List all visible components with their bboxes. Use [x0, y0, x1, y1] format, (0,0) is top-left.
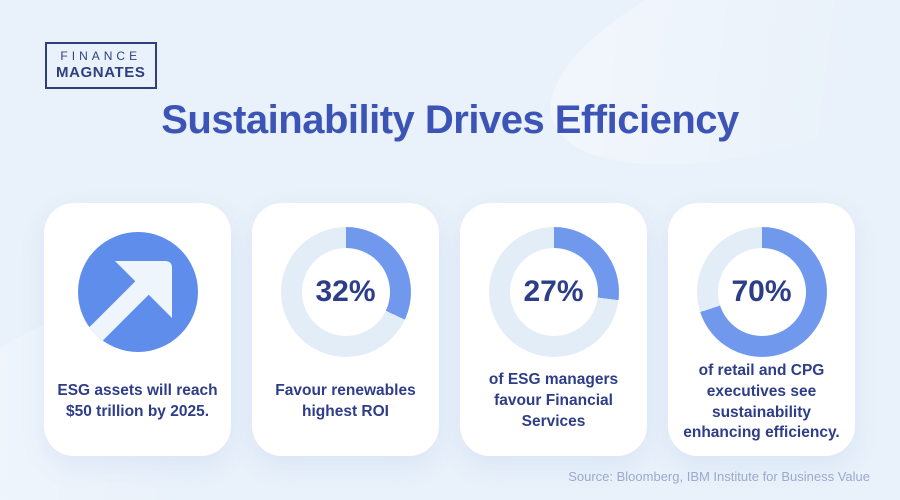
- stat-card-retail-cpg: 70% of retail and CPG executives see sus…: [668, 203, 855, 456]
- card-caption: Favour renewables highest ROI: [275, 381, 416, 420]
- page-title: Sustainability Drives Efficiency: [161, 98, 739, 142]
- finance-magnates-logo: FINANCE MAGNATES: [45, 42, 157, 89]
- donut-percent-label: 32%: [315, 275, 376, 308]
- logo-word-magnates: MAGNATES: [56, 64, 146, 81]
- donut-chart-retail-cpg: 70%: [696, 227, 827, 357]
- trending-up-arrow-icon: [73, 227, 203, 357]
- card-caption: of ESG managers favour Financial Service…: [488, 371, 619, 430]
- logo-word-finance: FINANCE: [60, 49, 142, 63]
- stat-card-renewables-roi: 32% Favour renewables highest ROI: [252, 203, 439, 456]
- source-attribution: Source: Bloomberg, IBM Institute for Bus…: [568, 469, 870, 484]
- stat-card-esg-assets: ESG assets will reach $50 trillion by 20…: [44, 203, 231, 456]
- donut-percent-label: 27%: [523, 275, 584, 308]
- stats-cards: ESG assets will reach $50 trillion by 20…: [44, 203, 855, 456]
- card-caption: ESG assets will reach $50 trillion by 20…: [57, 381, 218, 420]
- donut-chart-esg-managers: 27%: [488, 227, 619, 357]
- card-caption: of retail and CPG executives see sustain…: [683, 362, 840, 442]
- donut-chart-renewables: 32%: [280, 227, 411, 357]
- donut-percent-label: 70%: [731, 275, 792, 308]
- stat-card-esg-managers: 27% of ESG managers favour Financial Ser…: [460, 203, 647, 456]
